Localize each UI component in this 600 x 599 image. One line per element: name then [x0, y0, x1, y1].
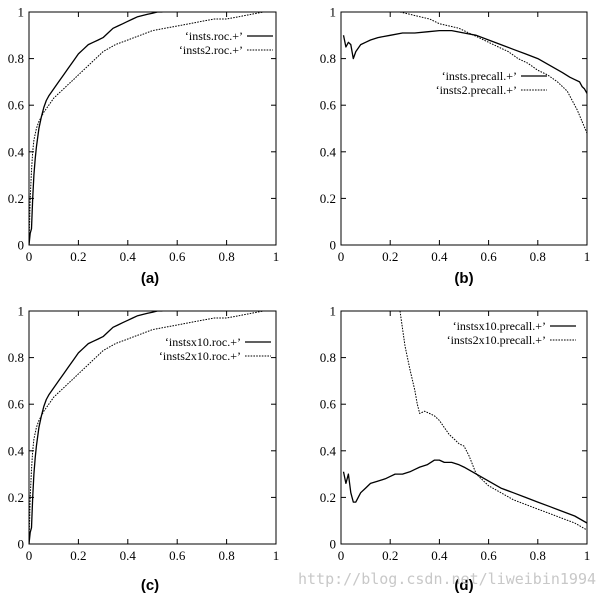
x-tick-label: 0.2: [70, 249, 86, 264]
watermark: http://blog.csdn.net/liweibin1994: [298, 570, 596, 588]
legend-label: ‘insts2x10.precall.+’: [447, 333, 546, 347]
x-tick-label: 0: [338, 249, 345, 264]
y-tick-label: 1: [330, 5, 337, 20]
series-line-solid: [342, 459, 587, 524]
series-line-solid: [342, 29, 587, 94]
y-tick-label: 0.4: [8, 144, 25, 159]
x-tick-label: 0.8: [530, 249, 546, 264]
y-tick-label: 1: [18, 304, 25, 319]
x-tick-label: 0: [338, 548, 345, 563]
y-tick-label: 0.2: [320, 490, 336, 505]
chart-panel-3: 0 0.2 0.4 0.6 0.8 1 0 0.2 0.4 0.6 0.8 1 ‘instsx10.ro…: [8, 304, 280, 595]
plot-frame-3: [28, 310, 277, 545]
panel-label: (d): [454, 577, 473, 594]
y-tick-label: 0.8: [8, 51, 24, 66]
legend-label: ‘instsx10.precall.+’: [453, 319, 546, 333]
x-tick-label: 0.8: [530, 548, 546, 563]
x-tick-label: 0.4: [120, 249, 137, 264]
x-tick-label: 0.4: [431, 548, 448, 563]
plot-frame-1: [28, 11, 277, 246]
x-tick-label: 0.2: [382, 548, 398, 563]
chart-panel-1: 0 0.2 0.4 0.6 0.8 1 0 0.2 0.4 0.6 0.8 1 ‘insts.roc.+…: [8, 5, 280, 288]
legend-label: ‘insts.roc.+’: [185, 29, 243, 43]
x-tick-label: 0: [26, 249, 33, 264]
plot-frame-4: [340, 310, 588, 545]
y-tick-label: 0.6: [320, 98, 337, 113]
y-tick-label: 0.6: [8, 397, 25, 412]
x-tick-label: 0.6: [480, 548, 497, 563]
legend-label: ‘insts2.roc.+’: [179, 43, 243, 57]
y-tick-label: 0.2: [320, 191, 336, 206]
x-tick-label: 1: [273, 548, 280, 563]
y-tick-label: 0: [330, 238, 337, 253]
x-tick-label: 0.6: [169, 249, 186, 264]
x-tick-label: 0.6: [480, 249, 497, 264]
panel-label: (b): [454, 270, 473, 287]
y-tick-label: 1: [18, 5, 25, 20]
x-tick-label: 1: [273, 249, 280, 264]
x-tick-label: 0.2: [382, 249, 398, 264]
x-tick-label: 1: [584, 548, 591, 563]
legend-label: ‘instsx10.roc.+’: [165, 335, 241, 349]
x-tick-label: 0: [26, 548, 33, 563]
x-tick-label: 0.4: [431, 249, 448, 264]
y-tick-label: 0.8: [8, 350, 24, 365]
legend-label: ‘insts2.precall.+’: [436, 83, 517, 97]
y-tick-label: 0: [18, 238, 25, 253]
series-line-solid: [29, 12, 163, 245]
x-tick-label: 0.8: [218, 548, 234, 563]
y-tick-label: 0.6: [8, 98, 25, 113]
series-line-dotted: [399, 12, 587, 134]
series-line-solid: [29, 311, 163, 544]
series-line-dotted: [29, 12, 276, 245]
y-tick-label: 0: [330, 537, 337, 552]
y-tick-label: 0.6: [320, 397, 337, 412]
x-tick-label: 0.6: [169, 548, 186, 563]
x-tick-label: 0.4: [120, 548, 137, 563]
chart-panel-2: 0 0.2 0.4 0.6 0.8 1 0 0.2 0.4 0.6 0.8 1 ‘insts.preca…: [320, 5, 591, 288]
panel-label: (a): [141, 270, 159, 287]
plot-frame-2: [340, 11, 588, 246]
legend-label: ‘insts.precall.+’: [442, 69, 517, 83]
y-tick-label: 0.8: [320, 51, 336, 66]
series-line-dotted: [29, 311, 276, 544]
y-tick-label: 0.8: [320, 350, 336, 365]
y-tick-label: 0.4: [320, 443, 337, 458]
y-tick-label: 0.2: [8, 490, 24, 505]
legend-label: ‘insts2x10.roc.+’: [159, 349, 241, 363]
y-tick-label: 1: [330, 304, 337, 319]
series-line-dotted: [399, 311, 587, 531]
y-tick-label: 0.4: [8, 443, 25, 458]
x-tick-label: 1: [584, 249, 591, 264]
y-tick-label: 0.2: [8, 191, 24, 206]
y-tick-label: 0.4: [320, 144, 337, 159]
x-tick-label: 0.8: [218, 249, 234, 264]
x-tick-label: 0.2: [70, 548, 86, 563]
panel-label: (c): [141, 577, 159, 594]
y-tick-label: 0: [18, 537, 25, 552]
chart-panel-4: 0 0.2 0.4 0.6 0.8 1 0 0.2 0.4 0.6 0.8 1 ‘instsx10.pr…: [320, 304, 591, 595]
